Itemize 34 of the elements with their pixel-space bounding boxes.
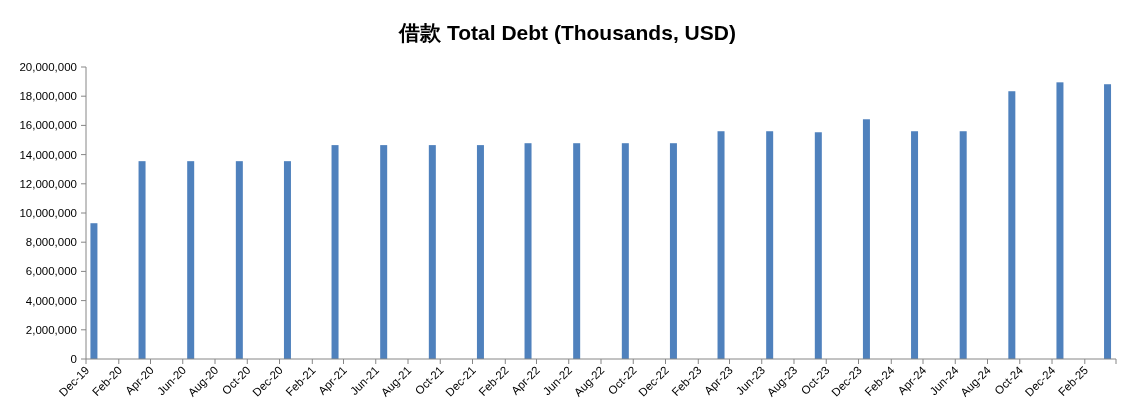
y-tick-label: 10,000,000 (19, 207, 77, 219)
bar (283, 161, 291, 359)
bar (524, 143, 532, 359)
bar (959, 131, 967, 359)
bar (235, 161, 243, 359)
y-tick-label: 2,000,000 (25, 323, 77, 336)
bar (621, 143, 629, 359)
bar (331, 145, 339, 359)
bar (428, 145, 436, 359)
bar (187, 161, 195, 359)
bar (1104, 84, 1112, 359)
bar (138, 161, 146, 359)
chart-title: 借款 Total Debt (Thousands, USD) (398, 21, 736, 44)
y-tick-label: 18,000,000 (19, 90, 77, 103)
y-tick-label: 8,000,000 (25, 236, 77, 249)
y-tick-label: 6,000,000 (25, 265, 77, 278)
bar (911, 131, 919, 359)
y-tick-label: 14,000,000 (19, 148, 77, 161)
y-tick-label: 12,000,000 (19, 177, 77, 190)
y-tick-label: 20,000,000 (19, 61, 77, 73)
bar (476, 145, 484, 359)
bar (1056, 82, 1064, 359)
bar (669, 143, 677, 359)
bar (862, 119, 870, 359)
y-tick-label: 16,000,000 (19, 119, 77, 132)
bar (766, 131, 774, 359)
bar (573, 143, 581, 359)
bar (814, 132, 822, 359)
bar (717, 131, 725, 359)
bar (1008, 91, 1016, 359)
y-tick-label: 0 (70, 353, 77, 365)
y-tick-label: 4,000,000 (25, 294, 77, 307)
bar (90, 223, 98, 359)
bar (380, 145, 388, 359)
